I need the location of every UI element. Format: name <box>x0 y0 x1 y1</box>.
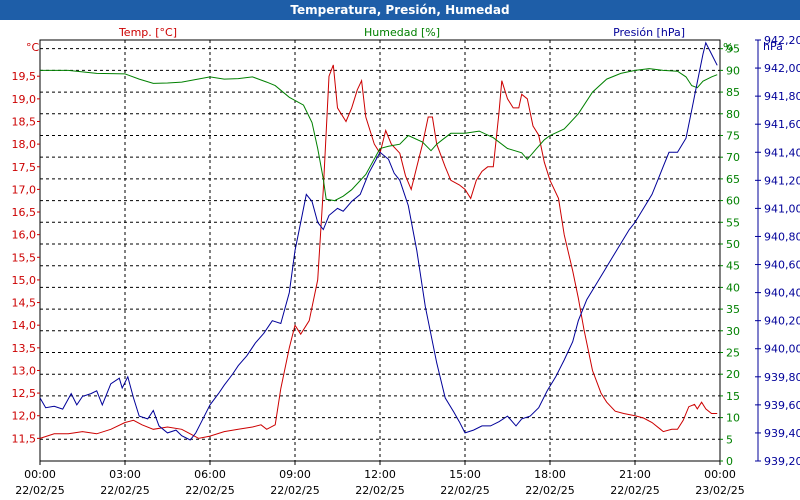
pressure-tick-label: 939,40 <box>764 427 800 440</box>
pressure-tick-label: 940,20 <box>764 315 800 328</box>
x-tick-time: 00:00 <box>704 468 736 481</box>
temperature-tick-label: 12,0 <box>12 410 37 423</box>
humidity-tick-label: 45 <box>726 260 740 273</box>
humidity-tick-label: 95 <box>726 43 740 56</box>
temperature-tick-label: 16,0 <box>12 229 37 242</box>
temperature-tick-label: 18,5 <box>12 115 37 128</box>
x-tick-time: 15:00 <box>449 468 481 481</box>
x-tick-date: 22/02/25 <box>610 484 659 497</box>
pressure-tick-label: 941,40 <box>764 146 800 159</box>
humidity-tick-label: 5 <box>726 433 733 446</box>
humidity-tick-label: 70 <box>726 151 740 164</box>
temperature-tick-label: 13,0 <box>12 364 37 377</box>
temperature-tick-label: 14,5 <box>12 297 37 310</box>
x-tick-date: 23/02/25 <box>695 484 744 497</box>
pressure-tick-label: 941,80 <box>764 90 800 103</box>
x-tick-time: 00:00 <box>24 468 56 481</box>
humidity-axis-label: Humedad [%] <box>364 26 440 39</box>
chart-area: Temp. [°C] Humedad [%] Presión [hPa] °C … <box>12 26 800 497</box>
pressure-tick-label: 940,00 <box>764 343 800 356</box>
temperature-tick-label: 11,5 <box>12 432 37 445</box>
pressure-tick-label: 942,00 <box>764 62 800 75</box>
humidity-tick-label: 85 <box>726 86 740 99</box>
humidity-tick-label: 60 <box>726 195 740 208</box>
pressure-axis-label: Presión [hPa] <box>613 26 685 39</box>
pressure-tick-label: 942,20 <box>764 34 800 47</box>
x-tick-date: 22/02/25 <box>270 484 319 497</box>
x-tick-time: 18:00 <box>534 468 566 481</box>
temperature-tick-label: 15,5 <box>12 251 37 264</box>
x-tick-date: 22/02/25 <box>440 484 489 497</box>
grid <box>40 40 720 461</box>
pressure-tick-label: 940,60 <box>764 259 800 272</box>
humidity-tick-label: 75 <box>726 129 740 142</box>
temperature-tick-label: 19,0 <box>12 93 37 106</box>
humidity-tick-label: 25 <box>726 346 740 359</box>
humidity-tick-label: 35 <box>726 303 740 316</box>
humidity-tick-label: 65 <box>726 173 740 186</box>
x-tick-time: 12:00 <box>364 468 396 481</box>
x-tick-date: 22/02/25 <box>355 484 404 497</box>
temperature-axis-label: Temp. [°C] <box>118 26 177 39</box>
temperature-tick-label: 13,5 <box>12 342 37 355</box>
x-tick-date: 22/02/25 <box>185 484 234 497</box>
temperature-tick-label: 17,5 <box>12 161 37 174</box>
pressure-unit-label: hPa <box>763 40 783 53</box>
temperature-tick-label: 18,0 <box>12 138 37 151</box>
temperature-tick-label: 15,0 <box>12 274 37 287</box>
humidity-tick-label: 50 <box>726 238 740 251</box>
humidity-tick-label: 10 <box>726 412 740 425</box>
pressure-tick-label: 939,80 <box>764 371 800 384</box>
humidity-tick-label: 55 <box>726 216 740 229</box>
series-line-humidity <box>40 68 718 202</box>
series-line-temperature <box>39 64 718 439</box>
temperature-tick-label: 16,5 <box>12 206 37 219</box>
temperature-tick-label: 17,0 <box>12 183 37 196</box>
humidity-tick-label: 80 <box>726 108 740 121</box>
x-tick-time: 09:00 <box>279 468 311 481</box>
x-tick-date: 22/02/25 <box>525 484 574 497</box>
humidity-tick-label: 15 <box>726 390 740 403</box>
pressure-tick-label: 940,40 <box>764 287 800 300</box>
x-tick-date: 22/02/25 <box>100 484 149 497</box>
humidity-tick-label: 0 <box>726 455 733 468</box>
humidity-unit-label: % <box>723 41 733 54</box>
tick-labels: 00:00 22/02/25 03:00 22/02/25 06:00 22/02/25 0… <box>12 34 800 497</box>
pressure-tick-label: 941,00 <box>764 202 800 215</box>
chart-title: Temperatura, Presión, Humedad <box>0 0 800 20</box>
x-tick-time: 06:00 <box>194 468 226 481</box>
pressure-tick-label: 941,60 <box>764 118 800 131</box>
x-tick-time: 03:00 <box>109 468 141 481</box>
pressure-tick-label: 939,60 <box>764 399 800 412</box>
x-tick-date: 22/02/25 <box>15 484 64 497</box>
temperature-tick-label: 14,0 <box>12 319 37 332</box>
x-tick-time: 21:00 <box>619 468 651 481</box>
pressure-tick-label: 939,20 <box>764 455 800 468</box>
humidity-tick-label: 30 <box>726 325 740 338</box>
humidity-tick-label: 20 <box>726 368 740 381</box>
temperature-unit-label: °C <box>26 41 40 54</box>
series-group <box>39 41 718 441</box>
axes <box>37 39 761 465</box>
humidity-tick-label: 90 <box>726 64 740 77</box>
series-line-pressure <box>39 41 718 441</box>
temperature-tick-label: 12,5 <box>12 387 37 400</box>
humidity-tick-label: 40 <box>726 281 740 294</box>
pressure-tick-label: 940,80 <box>764 230 800 243</box>
pressure-tick-label: 941,20 <box>764 174 800 187</box>
temperature-tick-label: 19,5 <box>12 70 37 83</box>
